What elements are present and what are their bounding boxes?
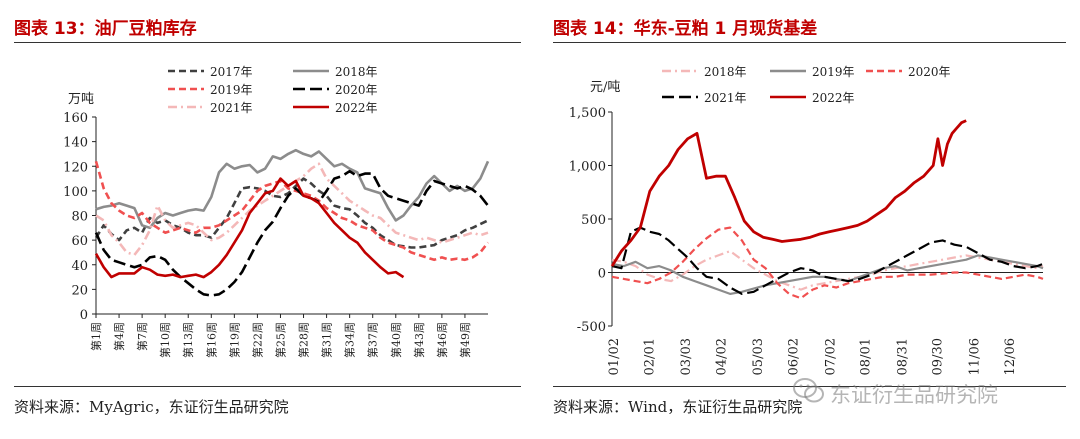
right-x-tick-label: 03/03 [679, 338, 694, 375]
left-x-tick-label: 第25周 [273, 322, 287, 358]
left-y-tick-label: 140 [63, 136, 88, 151]
right-legend-label-2022年: 2022年 [812, 91, 855, 105]
right-x-tick-label: 08/01 [859, 338, 874, 375]
left-series-2022年 [94, 177, 405, 279]
right-x-tick-label: 02/01 [643, 338, 658, 375]
right-source-note: 资料来源：Wind，东证衍生品研究院 [553, 398, 803, 416]
left-x-tick-label: 第31周 [320, 322, 334, 358]
left-y-tick-label: 60 [71, 234, 88, 249]
left-legend-label-2019年: 2019年 [210, 83, 253, 97]
left-legend-label-2021年: 2021年 [210, 101, 253, 115]
left-x-tick-label: 第46周 [435, 322, 449, 358]
chart-soymeal-basis: -500 0 500 1,000 1,500 元/吨 01/02 02/01 03/03 04/0… [569, 65, 1044, 375]
right-x-tick-label: 12/06 [1003, 338, 1018, 375]
right-y-tick-label: 1,000 [569, 160, 606, 175]
left-source-note: 资料来源：MyAgric，东证衍生品研究院 [14, 398, 289, 416]
right-x-tick-label: 06/02 [787, 338, 802, 375]
left-x-tick-label: 第7周 [135, 322, 149, 351]
right-legend-label-2019年: 2019年 [812, 65, 855, 79]
right-legend-label-2020年: 2020年 [908, 65, 951, 79]
right-x-tick-label: 05/03 [751, 338, 766, 375]
left-y-tick-label: 120 [63, 160, 88, 175]
right-y-tick-label: 500 [581, 213, 606, 228]
left-x-tick-label: 第1周 [89, 322, 103, 351]
left-y-tick-label: 20 [71, 283, 88, 298]
left-x-tick-label: 第10周 [158, 322, 172, 358]
left-y-tick-label: 40 [71, 259, 88, 274]
left-series-2019年 [94, 160, 490, 262]
left-x-tick-label: 第34周 [343, 322, 357, 358]
left-figure-title: 图表 13：油厂豆粕库存 [14, 19, 197, 39]
left-x-tick-label: 第19周 [227, 322, 241, 358]
right-y-tick-label: 0 [598, 267, 606, 282]
left-x-tick-label: 第49周 [458, 322, 472, 358]
left-series-2017年 [94, 177, 489, 249]
right-legend-label-2018年: 2018年 [704, 65, 747, 79]
left-source-rule [14, 386, 521, 387]
right-y-tick-label: 1,500 [569, 106, 606, 121]
left-legend-label-2020年: 2020年 [335, 83, 378, 97]
right-series-2020年 [611, 226, 1044, 300]
right-x-tick-label: 09/30 [931, 338, 946, 375]
right-x-tick-label: 04/02 [715, 338, 730, 375]
right-x-tick-label: 08/31 [895, 338, 910, 375]
right-x-tick-label: 11/06 [967, 338, 982, 375]
left-y-tick-label: 160 [63, 111, 88, 126]
left-y-tick-label: 80 [71, 210, 88, 225]
right-legend-label-2021年: 2021年 [704, 91, 747, 105]
watermark-text: 东证衍生品研究院 [830, 383, 998, 407]
right-figure-title: 图表 14：华东-豆粕 1 月现货基差 [553, 19, 818, 39]
left-x-tick-label: 第13周 [181, 322, 195, 358]
right-title-rule [553, 42, 1066, 43]
left-x-tick-label: 第4周 [112, 322, 126, 351]
right-series-2018年 [611, 250, 1044, 291]
right-series-2021年 [611, 226, 1044, 295]
left-x-tick-label: 第40周 [389, 322, 403, 358]
left-x-tick-label: 第43周 [412, 322, 426, 358]
left-x-tick-label: 第22周 [250, 322, 264, 358]
left-x-tick-label: 第28周 [297, 322, 311, 358]
left-y-tick-label: 100 [63, 185, 88, 200]
right-x-tick-label: 01/02 [607, 338, 622, 375]
left-title-rule [14, 42, 521, 43]
left-y-axis-title: 万吨 [68, 92, 94, 107]
right-x-tick-label: 07/02 [823, 338, 838, 375]
left-y-tick-label: 0 [80, 308, 88, 323]
left-x-tick-label: 第37周 [366, 322, 380, 358]
left-x-tick-label: 第16周 [204, 322, 218, 358]
right-y-axis-title: 元/吨 [590, 80, 620, 95]
left-legend-label-2022年: 2022年 [335, 101, 378, 115]
left-series-2021年 [95, 162, 489, 257]
wechat-logo-icon [793, 378, 824, 403]
left-legend-label-2018年: 2018年 [335, 65, 378, 79]
right-y-tick-label: -500 [577, 320, 606, 335]
left-series-2020年 [94, 169, 490, 297]
right-series-2022年 [610, 119, 967, 267]
left-legend-label-2017年: 2017年 [210, 65, 253, 79]
